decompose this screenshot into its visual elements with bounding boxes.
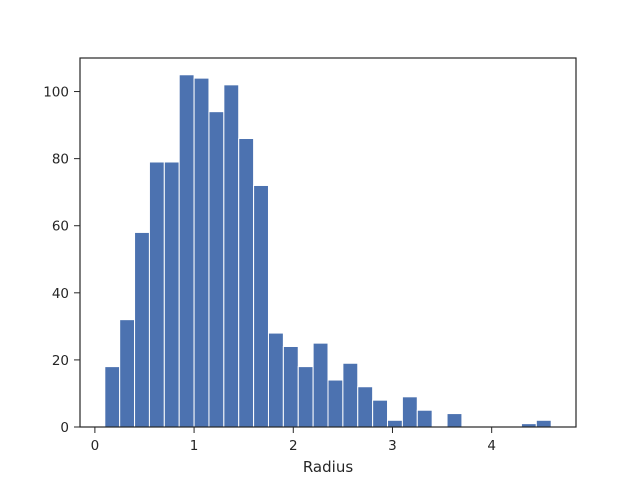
y-tick-label: 20 [52,353,69,369]
y-tick-label: 80 [52,152,69,168]
histogram-bar [387,419,403,428]
x-tick-label: 0 [91,438,100,454]
x-tick-label: 2 [289,438,298,454]
histogram-bar [446,413,463,428]
histogram-bar [282,345,299,428]
y-tick-label: 100 [43,85,69,101]
histogram-bar [119,319,136,428]
histogram-bar [208,111,225,428]
bar-group [104,74,552,428]
plot-frame [79,57,577,428]
x-tick-label: 4 [487,438,496,454]
histogram-bar [253,184,269,428]
histogram-bar [104,366,121,428]
histogram-bar [535,419,552,428]
histogram-bar [223,84,240,428]
x-axis-ticks: 0 1 2 3 4 [91,427,496,454]
histogram-bar [163,161,180,428]
y-axis-ticks: 0 20 40 60 80 100 [43,85,80,436]
x-tick-label: 3 [388,438,397,454]
histogram-bar [372,399,389,428]
histogram-bar [312,342,329,428]
y-tick-label: 40 [52,286,69,302]
x-axis-label: Radius [303,458,353,476]
x-tick-label: 1 [190,438,199,454]
y-tick-label: 60 [52,219,69,235]
histogram-bar [297,366,314,428]
histogram-bar [357,386,374,428]
histogram-bar [238,138,255,428]
histogram-bar [148,161,165,428]
histogram-bar [416,409,433,428]
y-tick-label: 0 [60,420,69,436]
histogram-bar [401,396,418,428]
histogram-bar [267,332,284,428]
histogram-bar [342,362,359,428]
histogram-bar [193,77,210,428]
histogram-bar [134,231,150,428]
histogram-bar [327,379,344,428]
histogram-bar [178,74,195,428]
